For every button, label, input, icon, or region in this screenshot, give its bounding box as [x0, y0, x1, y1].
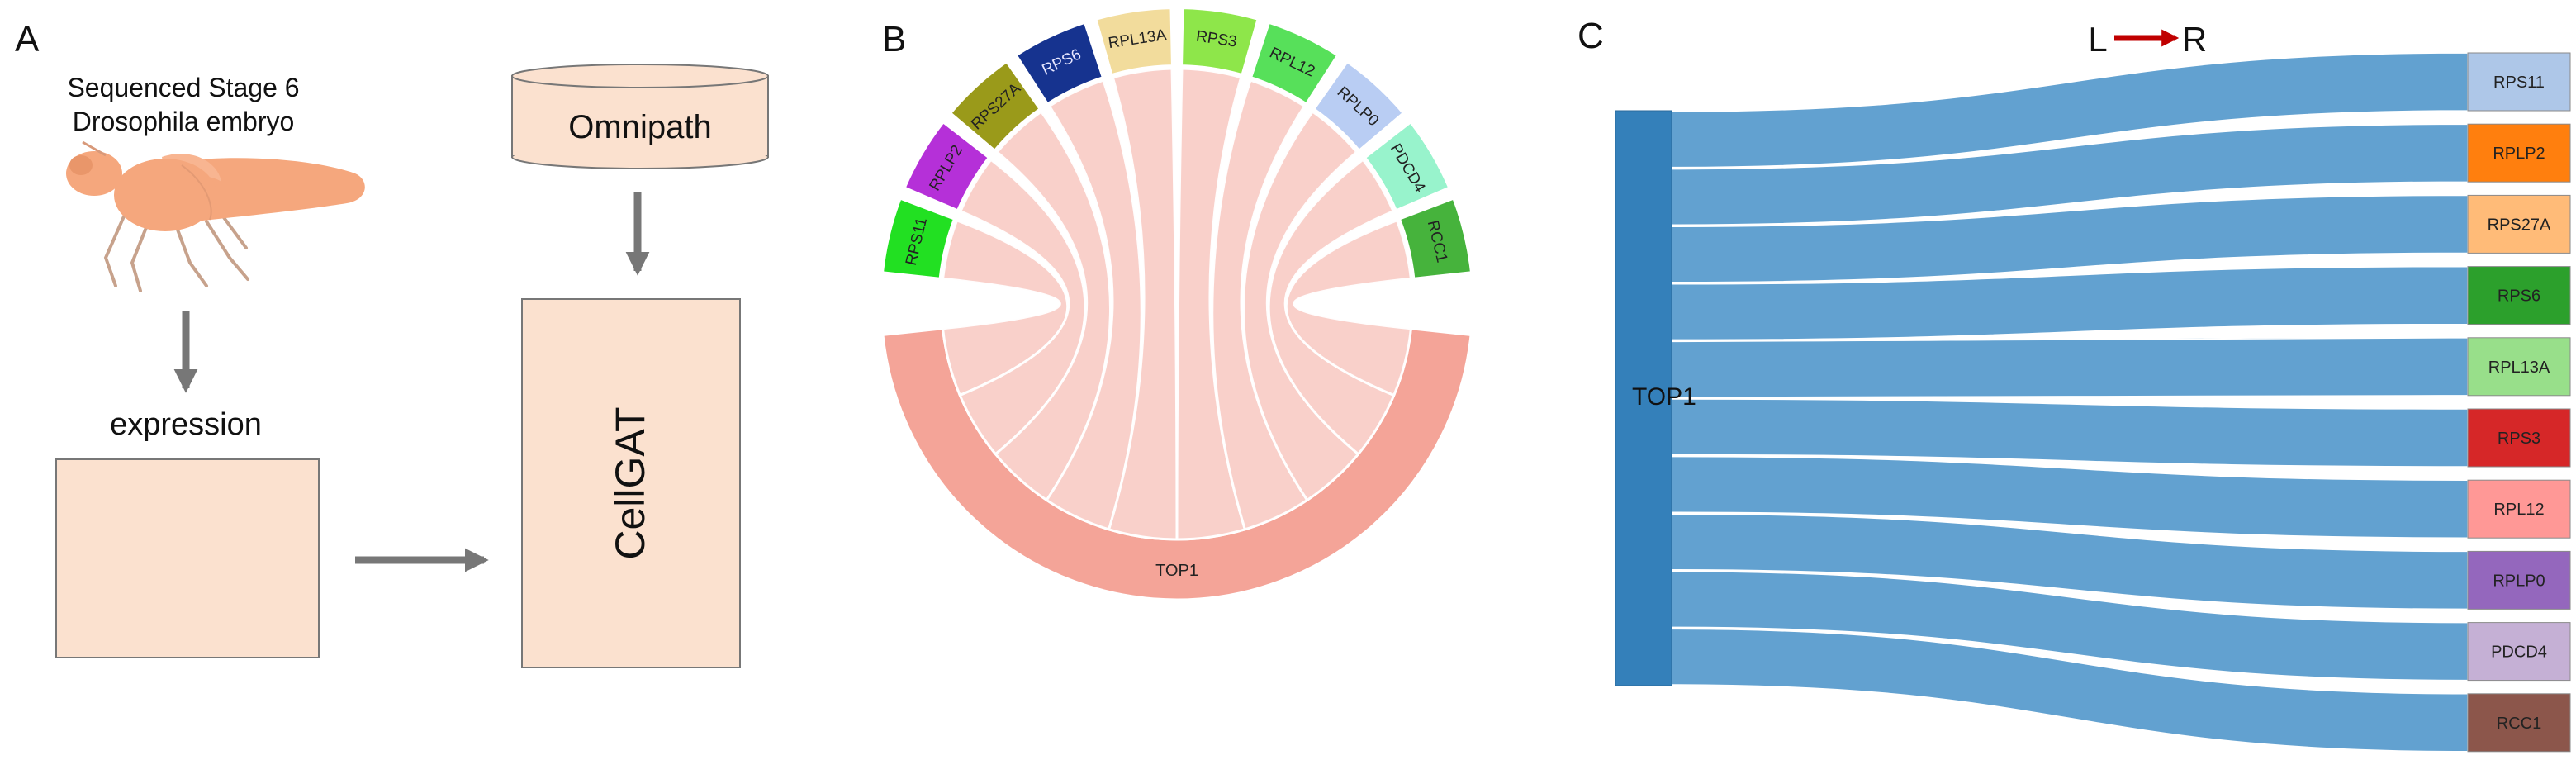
sankey-node [2467, 408, 2571, 468]
embryo-caption-line2: Drosophila embryo [73, 107, 295, 136]
sankey-diagram: TOP1 RPS11 RPLP2 RPS27A RPS6 RPL13A RPS3 RPL12 R… [1615, 52, 2571, 753]
chord-sector [1364, 121, 1450, 211]
sankey-target-label: PDCD4 [2491, 644, 2547, 662]
sankey-node [2467, 194, 2571, 254]
sankey-target-label: RCC1 [2497, 715, 2541, 733]
chord-sector [950, 61, 1041, 151]
sankey-node [2467, 52, 2571, 112]
sankey-target-label: RPS6 [2498, 287, 2540, 306]
cellgat-model-box [521, 298, 741, 668]
panel-a-letter: A [15, 19, 40, 59]
chord-ribbon [1284, 218, 1413, 397]
cellgat-label: CellGAT [607, 406, 653, 559]
sankey-node-top1 [1615, 110, 1672, 686]
panel-c-letter: C [1577, 16, 1604, 56]
panel-a: A Sequenced Stage 6 Drosophila embryo ex… [15, 19, 769, 668]
sankey-target-label: RPS27A [2488, 216, 2551, 234]
sankey-node [2467, 479, 2571, 539]
chord-sector [1015, 21, 1104, 105]
panel-c: C L R TOP1 RPS11 RPLP2 RPS27A RPS6 RPL13A RPS3… [1577, 16, 2571, 753]
sankey-target-label: RPS3 [2498, 430, 2540, 448]
sankey-node [2467, 337, 2571, 397]
chord-sector [1250, 21, 1339, 105]
omnipath-label: Omnipath [568, 109, 711, 145]
expression-matrix-box [55, 458, 320, 658]
sankey-source-label: TOP1 [1632, 383, 1696, 411]
sankey-node [2467, 123, 2571, 183]
chord-sector [1398, 197, 1473, 279]
sankey-target-label: RPLP0 [2493, 572, 2545, 590]
panel-b-letter: B [882, 19, 906, 59]
embryo-caption-line1: Sequenced Stage 6 [67, 73, 299, 102]
sankey-node [2467, 693, 2571, 753]
omnipath-database: Omnipath [511, 64, 769, 169]
sankey-target-label: RPLP2 [2493, 145, 2545, 163]
sankey-link [1671, 337, 2469, 398]
drosophila-icon [66, 140, 365, 292]
sankey-node [2467, 550, 2571, 610]
direction-left-label: L [2088, 20, 2107, 59]
chord-sector [1095, 7, 1173, 76]
sankey-node [2467, 622, 2571, 682]
sankey-target-label: RPS11 [2493, 74, 2545, 92]
chord-sector [881, 197, 956, 279]
sankey-target-label: RPL12 [2493, 501, 2544, 519]
chord-sector [1181, 7, 1259, 76]
chord-sector [904, 121, 990, 211]
direction-right-label: R [2182, 20, 2207, 59]
sankey-link [1671, 398, 2469, 468]
chord-target-label: TOP1 [1155, 562, 1198, 580]
sankey-node [2467, 266, 2571, 325]
chord-sector [1313, 61, 1404, 151]
expression-label: expression [110, 407, 262, 442]
sankey-target-label: RPL13A [2488, 359, 2550, 377]
